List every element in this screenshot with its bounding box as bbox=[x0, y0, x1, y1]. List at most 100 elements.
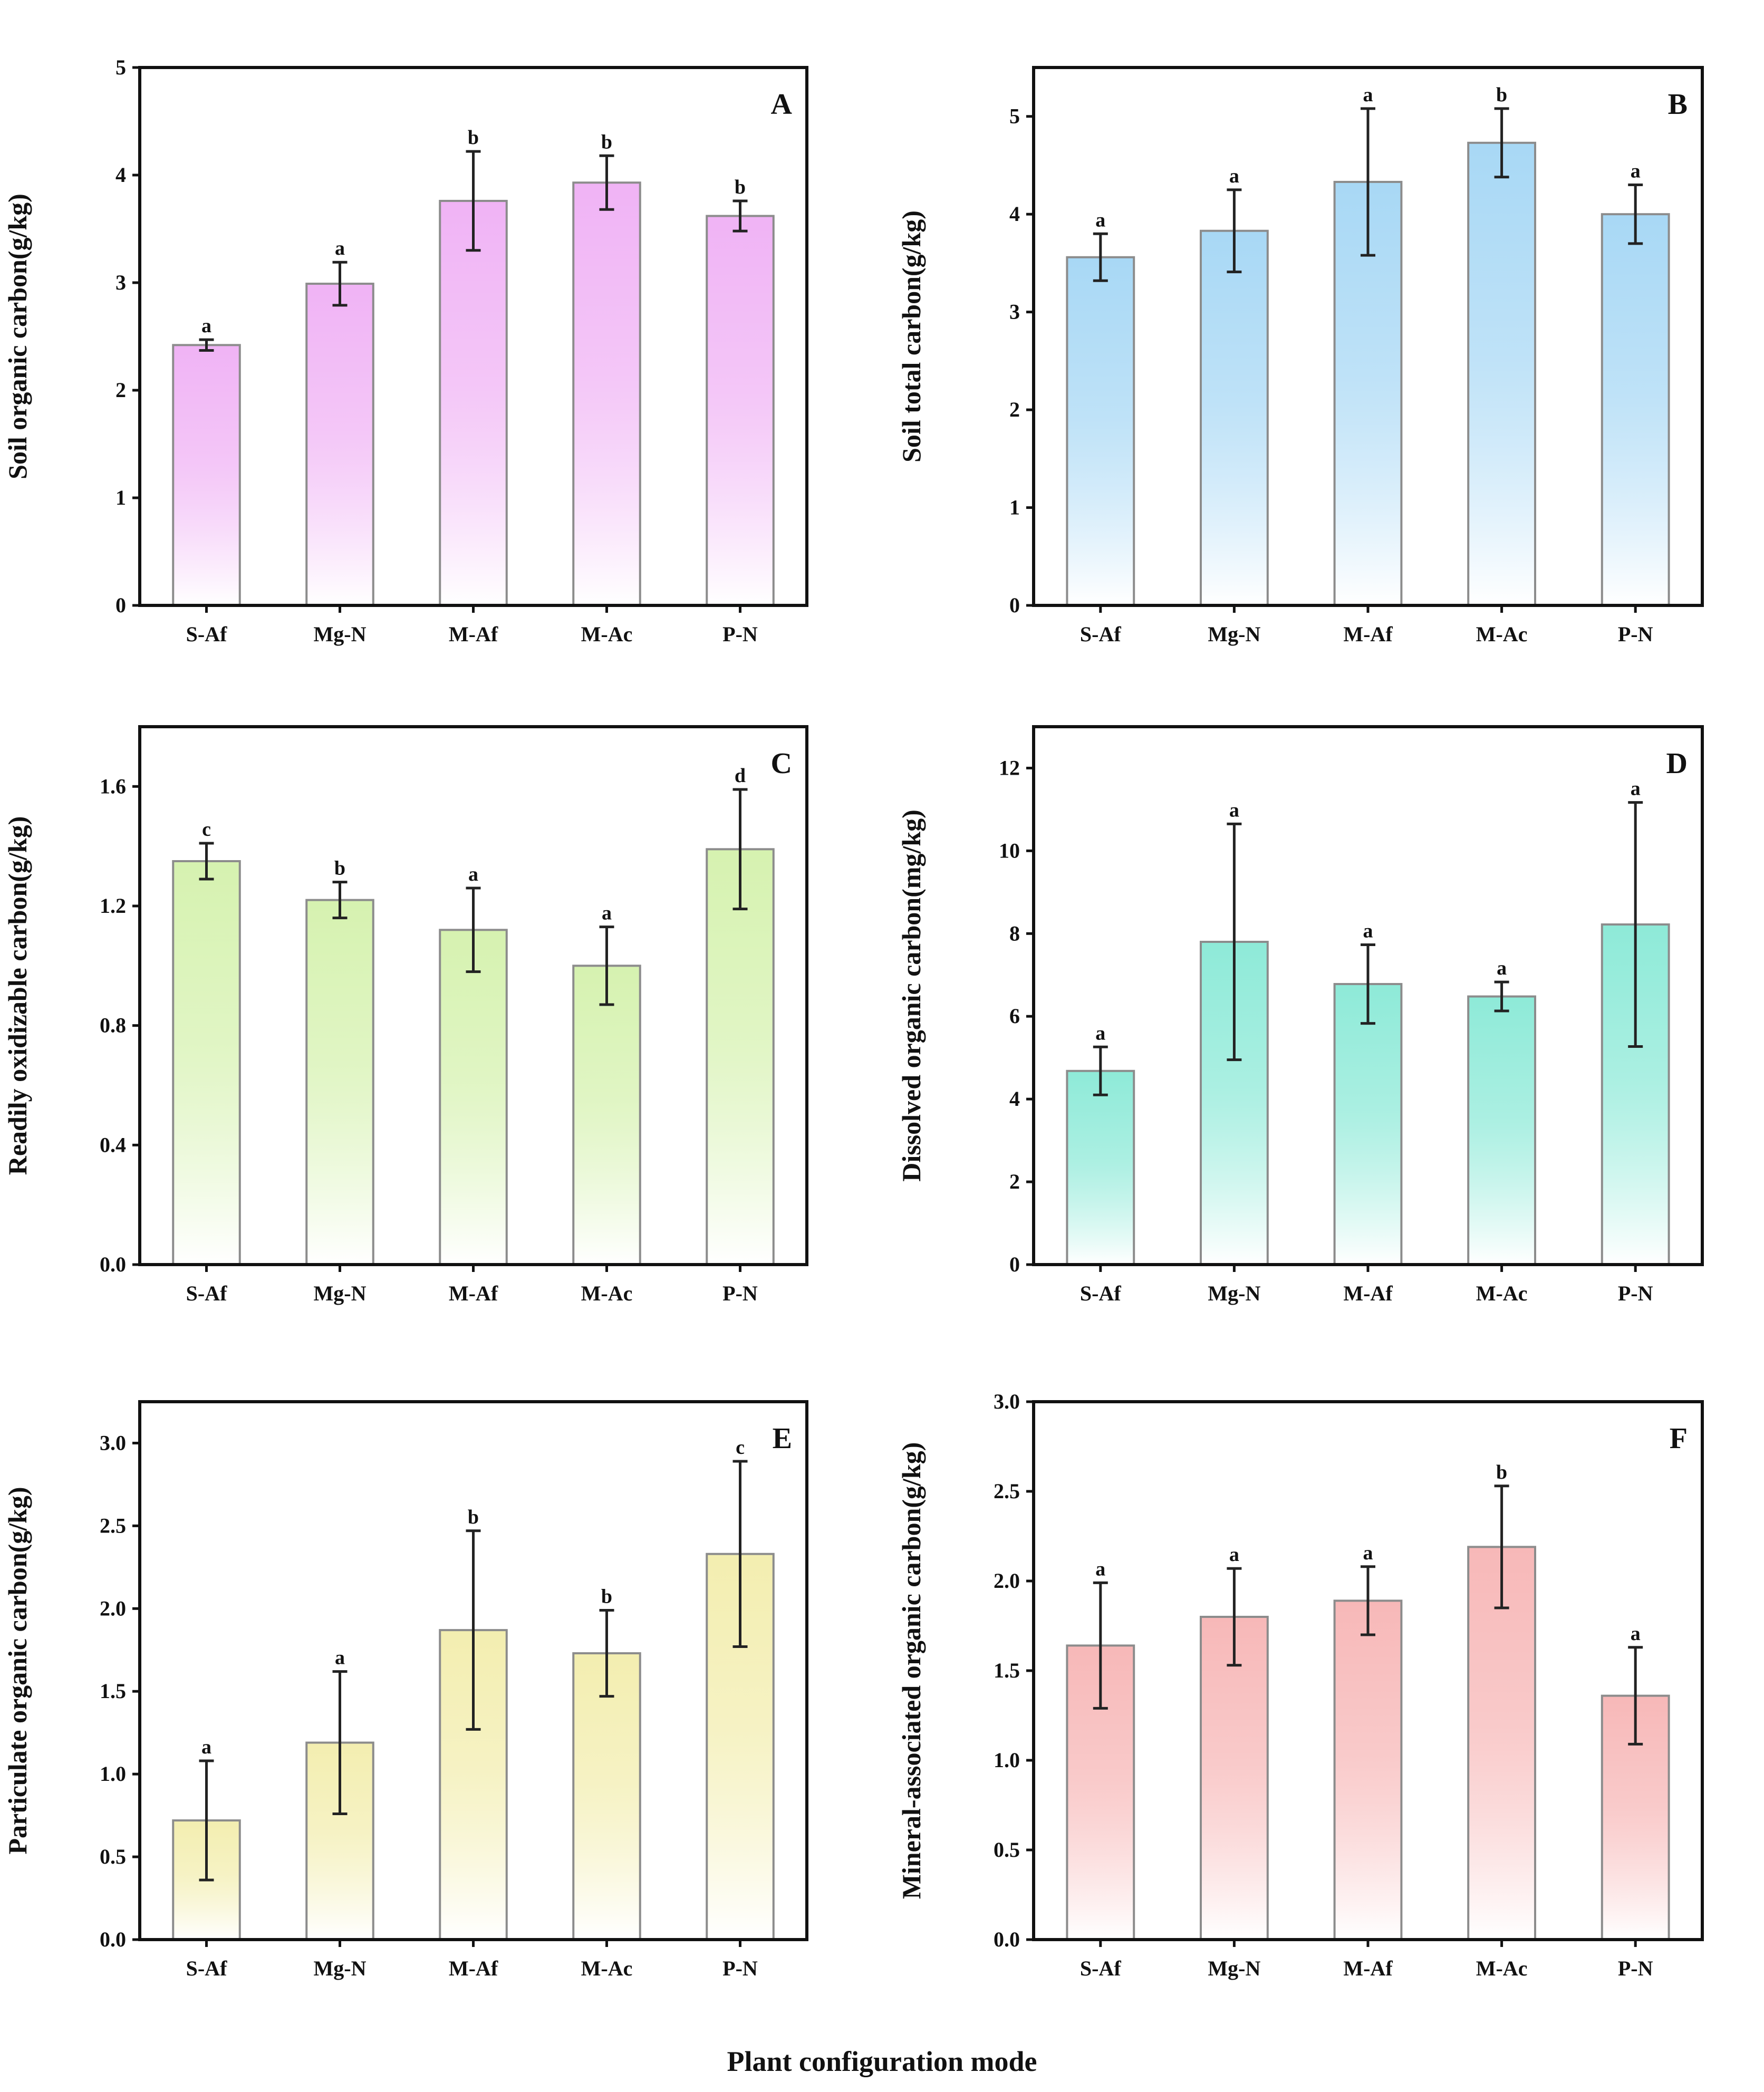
y-tick-label: 5 bbox=[115, 55, 126, 79]
y-tick-label: 0 bbox=[1009, 1252, 1020, 1276]
x-tick-label: Mg-N bbox=[1208, 622, 1260, 646]
error-bar-d-p-n bbox=[1628, 801, 1643, 1048]
error-bar-a-m-af bbox=[466, 150, 481, 252]
significance-letter: a bbox=[1095, 209, 1105, 231]
bar-a-m-ac bbox=[572, 181, 641, 606]
x-tick-label: M-Ac bbox=[581, 1956, 633, 1980]
bar-b-s-af bbox=[1066, 256, 1135, 607]
plot-frame bbox=[1032, 725, 1704, 1266]
panel-letter-c: C bbox=[771, 747, 792, 780]
error-bar-a-mg-n bbox=[332, 261, 348, 307]
y-tick-label: 3.0 bbox=[100, 1431, 126, 1454]
bar-c-s-af bbox=[172, 860, 241, 1266]
x-tick-label: S-Af bbox=[1080, 1956, 1121, 1980]
significance-letter: a bbox=[1095, 1022, 1105, 1044]
x-tick-label: S-Af bbox=[186, 622, 227, 646]
plot-frame bbox=[1032, 66, 1704, 607]
error-bar-f-m-af bbox=[1361, 1565, 1375, 1636]
y-tick-label: 4 bbox=[1009, 202, 1020, 226]
significance-letter: a bbox=[1363, 1542, 1373, 1564]
y-tick-label: 3 bbox=[1009, 300, 1020, 324]
error-bar-b-m-af bbox=[1361, 107, 1375, 257]
y-tick-label: 1.2 bbox=[100, 894, 126, 918]
significance-letter: b bbox=[334, 857, 345, 880]
y-tick-label: 0 bbox=[115, 593, 126, 617]
panel-letter-b: B bbox=[1668, 88, 1688, 121]
x-tick-label: M-Ac bbox=[1476, 622, 1528, 646]
y-tick-label: 12 bbox=[999, 756, 1020, 779]
error-bar-c-p-n bbox=[732, 788, 748, 911]
plot-frame bbox=[138, 1400, 808, 1941]
bar-d-m-ac bbox=[1467, 995, 1536, 1266]
x-tick-label: Mg-N bbox=[314, 622, 367, 646]
y-tick-label: 0.4 bbox=[100, 1133, 126, 1156]
y-tick-label: 0.0 bbox=[100, 1252, 126, 1276]
chart-panel-b: a S-Af a Mg-N a M-Af b M-Ac a P-N 0 1 2 3 4 5 B Soil tota… bbox=[897, 66, 1704, 646]
significance-letter: a bbox=[1229, 165, 1239, 187]
x-tick-label: S-Af bbox=[1080, 1281, 1121, 1305]
y-tick-label: 3 bbox=[115, 271, 126, 294]
x-tick-label: P-N bbox=[1618, 1281, 1653, 1305]
plot-frame bbox=[138, 66, 808, 607]
y-tick-label: 0 bbox=[1009, 593, 1020, 617]
y-tick-label: 2.5 bbox=[100, 1513, 126, 1537]
significance-letter: a bbox=[335, 237, 345, 259]
error-bar-f-p-n bbox=[1628, 1646, 1643, 1746]
bar-a-m-af bbox=[439, 199, 508, 606]
y-tick-label: 2 bbox=[115, 378, 126, 402]
y-axis-label-e: Particulate organic carbon(g/kg) bbox=[3, 1487, 32, 1854]
y-tick-label: 1.5 bbox=[994, 1659, 1020, 1682]
y-tick-label: 1.0 bbox=[100, 1762, 126, 1786]
y-tick-label: 1.6 bbox=[100, 774, 126, 798]
y-tick-label: 2.5 bbox=[994, 1479, 1020, 1503]
bar-b-m-ac bbox=[1467, 141, 1536, 606]
y-tick-label: 0.8 bbox=[100, 1014, 126, 1037]
error-bar-b-mg-n bbox=[1227, 188, 1242, 274]
x-tick-label: S-Af bbox=[186, 1281, 227, 1305]
error-bar-d-s-af bbox=[1093, 1045, 1108, 1096]
significance-letter: a bbox=[602, 902, 612, 924]
y-tick-label: 6 bbox=[1009, 1004, 1020, 1028]
y-axis-label-b: Soil total carbon(g/kg) bbox=[897, 210, 926, 462]
panel-letter-e: E bbox=[773, 1422, 792, 1455]
error-bar-d-m-af bbox=[1361, 943, 1375, 1025]
y-tick-label: 4 bbox=[115, 163, 126, 187]
x-tick-label: M-Ac bbox=[581, 622, 633, 646]
x-tick-label: M-Af bbox=[1343, 1956, 1393, 1980]
error-bar-f-mg-n bbox=[1227, 1567, 1242, 1667]
bar-a-mg-n bbox=[305, 283, 374, 606]
x-tick-label: M-Af bbox=[1343, 1281, 1393, 1305]
significance-letter: c bbox=[202, 818, 211, 841]
significance-letter: a bbox=[1631, 778, 1641, 800]
plot-frame bbox=[138, 725, 808, 1266]
significance-letter: a bbox=[1229, 1544, 1239, 1566]
y-axis-label-a: Soil organic carbon(g/kg) bbox=[3, 194, 32, 479]
x-tick-label: P-N bbox=[722, 1281, 758, 1305]
significance-letter: a bbox=[1095, 1558, 1105, 1580]
x-tick-label: M-Ac bbox=[581, 1281, 633, 1305]
significance-letter: b bbox=[468, 1506, 479, 1528]
error-bar-a-s-af bbox=[199, 338, 214, 352]
bar-c-m-ac bbox=[572, 965, 641, 1266]
chart-panel-f: a S-Af a Mg-N a M-Af b M-Ac a P-N 0.0 0.5 1.0 1.5 2.0 2… bbox=[897, 1390, 1704, 1980]
significance-letter: b bbox=[735, 176, 746, 198]
x-tick-label: Mg-N bbox=[314, 1956, 367, 1980]
y-tick-label: 1 bbox=[1009, 496, 1020, 519]
significance-letter: a bbox=[1229, 799, 1239, 821]
y-tick-label: 1.5 bbox=[100, 1679, 126, 1703]
error-bar-a-p-n bbox=[732, 199, 748, 233]
x-tick-label: S-Af bbox=[1080, 622, 1121, 646]
y-tick-label: 2.0 bbox=[994, 1569, 1020, 1593]
chart-panel-c: c S-Af b Mg-N a M-Af a M-Ac d P-N 0.0 0.4 0.8 1.2 1.6 C… bbox=[3, 725, 808, 1305]
significance-letter: b bbox=[601, 1585, 612, 1607]
bar-f-mg-n bbox=[1200, 1616, 1269, 1941]
error-bar-a-m-ac bbox=[599, 154, 614, 211]
bar-a-p-n bbox=[706, 215, 775, 606]
y-tick-label: 10 bbox=[999, 838, 1020, 862]
significance-letter: d bbox=[735, 765, 746, 787]
error-bar-d-m-ac bbox=[1494, 980, 1509, 1013]
bar-f-m-af bbox=[1333, 1599, 1403, 1941]
bar-c-m-af bbox=[439, 929, 508, 1266]
